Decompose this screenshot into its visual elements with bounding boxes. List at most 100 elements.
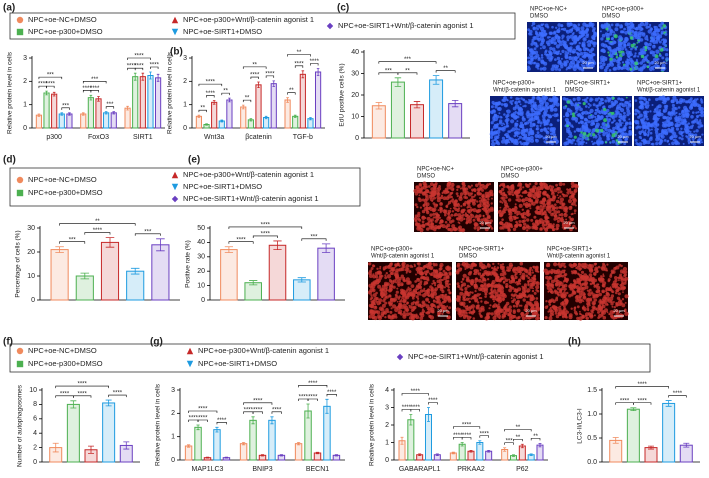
cell <box>523 298 526 301</box>
cell <box>423 204 425 206</box>
cell <box>666 97 670 101</box>
cell <box>368 290 372 294</box>
cell <box>414 265 416 267</box>
cell <box>680 123 682 125</box>
cell <box>635 52 637 54</box>
cell <box>665 57 669 61</box>
cell <box>602 305 605 308</box>
cell <box>595 125 599 129</box>
cell <box>505 283 508 286</box>
cell <box>524 283 527 286</box>
cell <box>539 112 541 114</box>
bar <box>318 248 335 300</box>
cell <box>564 213 566 215</box>
cell <box>497 297 501 301</box>
cell <box>508 289 512 293</box>
cell <box>562 316 565 319</box>
cell <box>454 213 458 217</box>
cell <box>596 283 599 286</box>
panel-label: (d) <box>3 155 16 166</box>
significance-label: ** <box>516 435 521 441</box>
cell <box>479 197 481 199</box>
cell <box>516 214 518 216</box>
cell <box>405 269 407 271</box>
cell <box>397 263 400 266</box>
cell <box>689 106 693 110</box>
cell <box>457 203 461 207</box>
cell <box>545 272 548 275</box>
cell <box>518 317 520 319</box>
cell <box>569 263 573 267</box>
legend-marker <box>327 23 333 29</box>
bar <box>152 245 169 300</box>
cell <box>498 127 501 130</box>
cell <box>519 141 521 143</box>
cell <box>368 262 371 265</box>
cell <box>678 131 682 135</box>
cell <box>536 34 540 38</box>
cell <box>565 51 567 53</box>
cell <box>561 35 564 38</box>
cell <box>442 294 444 296</box>
cell <box>576 46 579 49</box>
cell <box>422 210 426 214</box>
cell <box>586 25 588 27</box>
cell <box>496 102 500 106</box>
cell <box>550 307 552 309</box>
cell <box>675 123 679 127</box>
legend-label: NPC+oe-SIRT1+Wnt/β-catenin agonist 1 <box>408 352 544 361</box>
cell <box>518 113 521 116</box>
cell <box>593 32 595 34</box>
cell <box>530 219 533 222</box>
cell <box>545 50 548 53</box>
significance-label: **** <box>462 433 472 439</box>
cell <box>684 108 688 112</box>
cell <box>632 31 635 34</box>
significance-label: **** <box>261 232 271 238</box>
bar <box>185 446 191 460</box>
cell <box>610 42 614 46</box>
cell <box>572 126 574 128</box>
scale-bar-label: 20 μm <box>613 308 625 313</box>
cell <box>630 63 633 66</box>
cell <box>520 271 522 273</box>
cell <box>499 119 502 122</box>
cell <box>503 281 506 284</box>
cell <box>487 278 489 280</box>
cell <box>566 188 568 190</box>
cell <box>586 47 588 49</box>
cell <box>403 311 406 314</box>
cell <box>545 105 547 107</box>
bar <box>44 93 49 128</box>
cell <box>375 272 379 276</box>
y-tick-label: 3 <box>183 55 187 62</box>
cell <box>439 279 442 282</box>
cell <box>551 284 554 287</box>
cell <box>573 264 575 266</box>
cell <box>460 268 462 270</box>
y-axis-label: LC3-II/LC3-I <box>577 408 584 444</box>
cell <box>579 35 583 39</box>
micrograph-caption: NPC+oe-NC+ <box>417 167 455 173</box>
cell <box>520 312 524 316</box>
significance-label: **** <box>411 405 421 411</box>
cell <box>462 278 465 281</box>
cell <box>536 190 538 192</box>
cell <box>550 213 554 217</box>
cell <box>531 132 534 135</box>
cell <box>513 298 516 301</box>
cell <box>544 109 548 113</box>
cell <box>481 184 484 187</box>
cell <box>527 67 531 71</box>
significance-label: ** <box>405 68 410 74</box>
bar <box>221 250 238 300</box>
cell <box>383 313 385 315</box>
cell <box>579 291 583 295</box>
cell <box>434 216 436 218</box>
significance-label: **** <box>113 391 123 397</box>
cell <box>554 58 557 61</box>
cell <box>555 309 558 312</box>
cell <box>557 269 561 273</box>
cell <box>445 221 448 224</box>
cell <box>506 121 508 123</box>
